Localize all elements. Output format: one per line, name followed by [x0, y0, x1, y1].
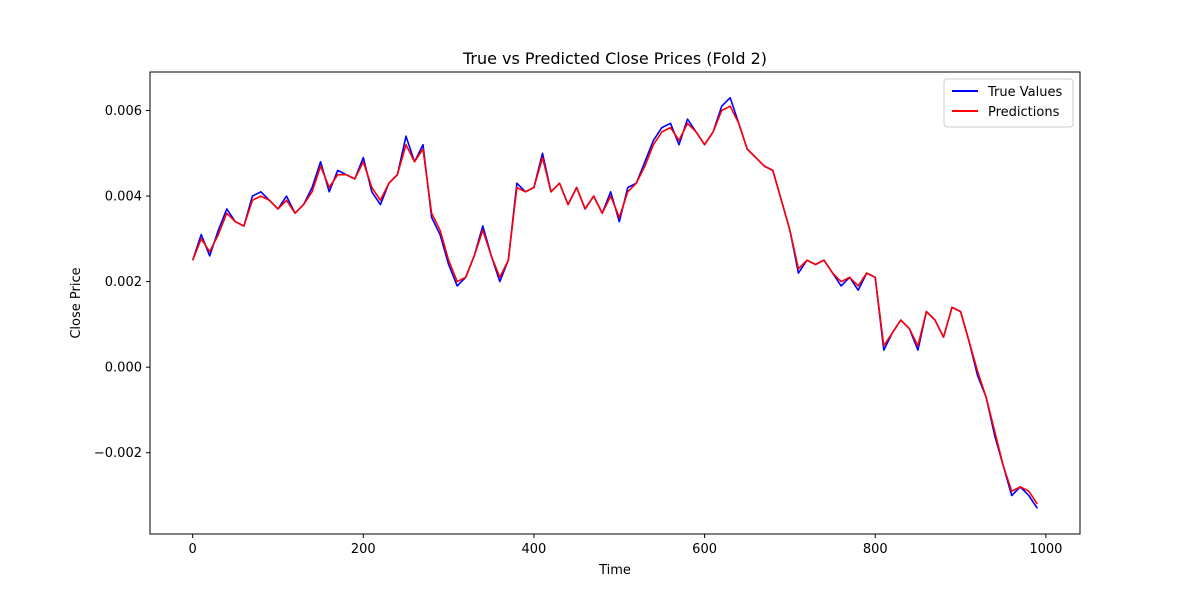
series-line-predictions	[191, 105, 1038, 505]
y-tick-label: −0.002	[94, 446, 142, 461]
y-tick-label: 0.004	[105, 190, 142, 205]
legend: True Values Predictions	[943, 78, 1074, 128]
x-tick-label: 200	[351, 542, 376, 557]
y-tick-label: 0.000	[105, 361, 142, 376]
x-tick-label: 0	[189, 542, 197, 557]
x-tick-label: 800	[863, 542, 888, 557]
plot-frame	[149, 71, 1081, 535]
chart-title: True vs Predicted Close Prices (Fold 2)	[462, 49, 767, 68]
y-tick-label: 0.006	[105, 104, 142, 119]
x-axis-label: Time	[598, 563, 631, 578]
x-tick-label: 600	[692, 542, 717, 557]
y-axis-label: Close Price	[69, 267, 84, 338]
x-tick-label: 1000	[1029, 542, 1062, 557]
legend-label-predictions: Predictions	[988, 105, 1060, 120]
y-axis-ticks: −0.002 0.000 0.002 0.004 0.006	[94, 104, 150, 461]
series-layer	[191, 96, 1038, 509]
x-tick-label: 400	[522, 542, 547, 557]
y-tick-label: 0.002	[105, 275, 142, 290]
legend-label-true-values: True Values	[987, 85, 1062, 100]
x-axis-ticks: 0 200 400 600 800 1000	[189, 534, 1062, 557]
